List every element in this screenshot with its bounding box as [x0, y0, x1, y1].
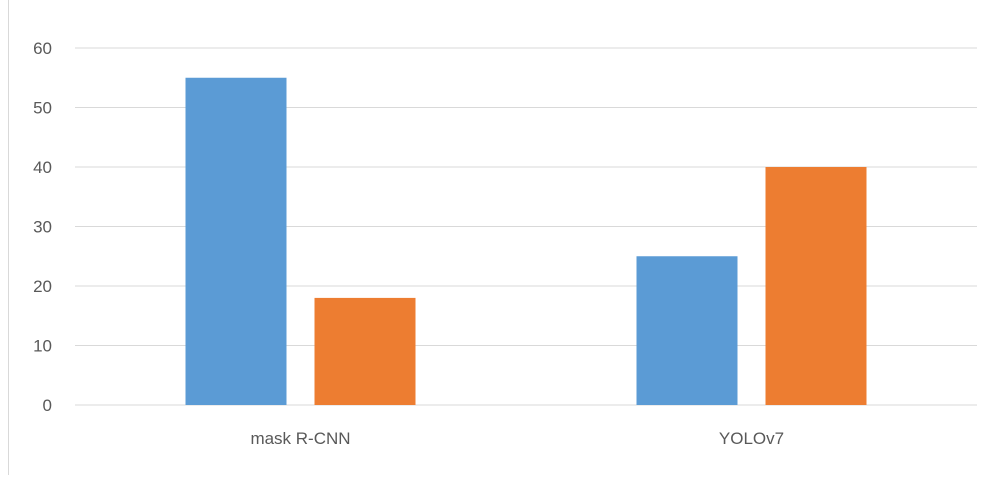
bars: [185, 77, 867, 405]
x-category-label: mask R-CNN: [250, 429, 350, 448]
y-tick-label: 60: [33, 39, 52, 58]
chart-frame-left-border: [8, 0, 9, 475]
y-axis-tick-labels: 0 10 20 30 40 50 60: [33, 39, 52, 415]
y-tick-label: 20: [33, 277, 52, 296]
y-tick-label: 0: [43, 396, 52, 415]
x-axis-category-labels: mask R-CNN YOLOv7: [250, 429, 784, 448]
bar-series-2-yolov7: [765, 167, 867, 405]
x-category-label: YOLOv7: [719, 429, 784, 448]
bar-series-1-mask-r-cnn: [185, 77, 287, 405]
y-tick-label: 30: [33, 218, 52, 237]
y-tick-label: 10: [33, 337, 52, 356]
bar-series-1-yolov7: [636, 256, 738, 405]
bar-series-2-mask-r-cnn: [314, 297, 416, 405]
y-tick-label: 50: [33, 99, 52, 118]
y-tick-label: 40: [33, 158, 52, 177]
